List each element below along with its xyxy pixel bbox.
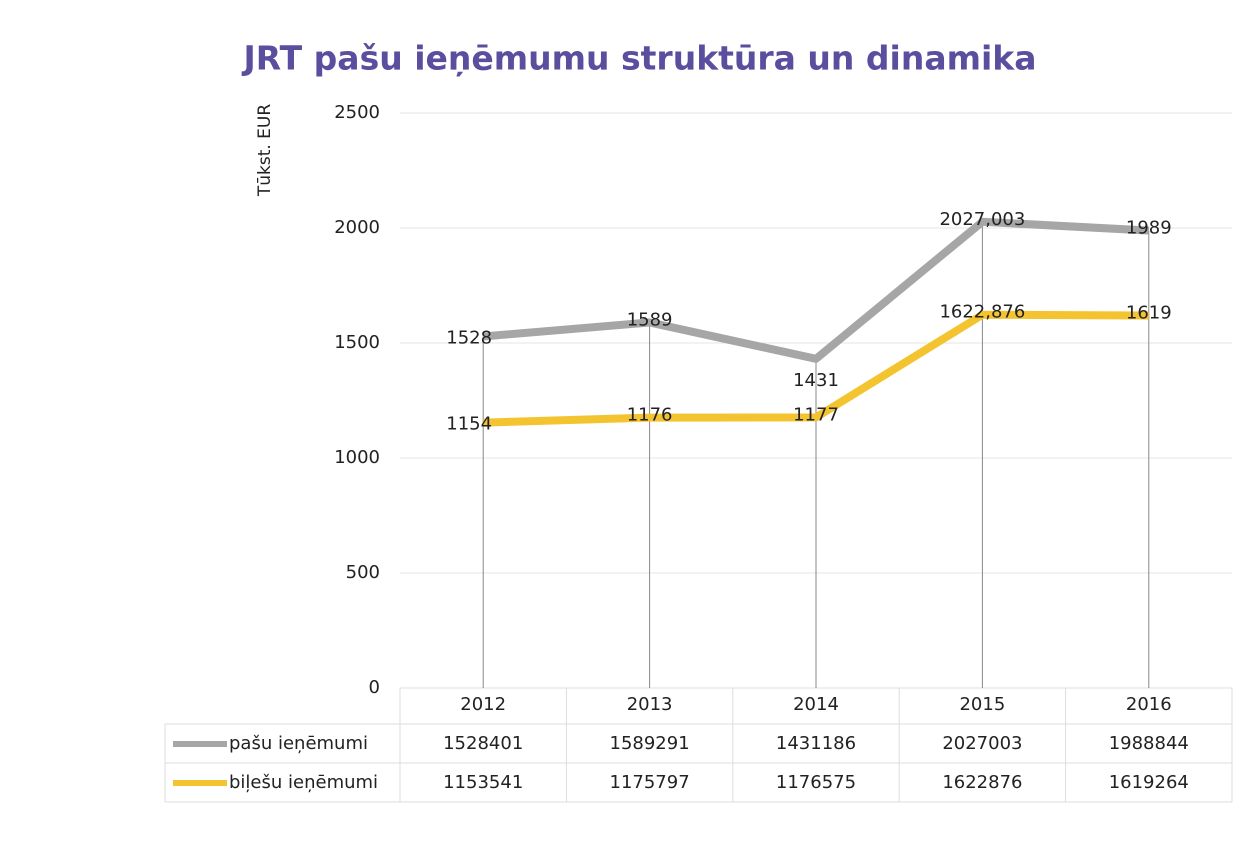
data-label: 1989 bbox=[1126, 218, 1172, 239]
table-cell: 2027003 bbox=[942, 733, 1022, 754]
data-label: 1622,876 bbox=[939, 302, 1025, 323]
table-cell: 1622876 bbox=[942, 772, 1022, 793]
y-axis-label: Tūkst. EUR bbox=[255, 104, 275, 198]
series-line bbox=[483, 310, 1149, 427]
table-cell: 1988844 bbox=[1109, 733, 1189, 754]
y-tick-label: 1000 bbox=[334, 447, 380, 468]
y-tick-label: 500 bbox=[346, 562, 380, 583]
table-cell: 1175797 bbox=[610, 772, 690, 793]
series-line bbox=[482, 217, 1150, 363]
data-label: 1154 bbox=[446, 414, 492, 435]
data-label: 1177 bbox=[793, 404, 839, 425]
table-cell: 1619264 bbox=[1109, 772, 1189, 793]
y-tick-label: 2000 bbox=[334, 217, 380, 238]
y-tick-label: 0 bbox=[369, 677, 380, 698]
data-label: 1589 bbox=[627, 309, 673, 330]
x-tick-label: 2016 bbox=[1126, 694, 1172, 715]
data-label: 1528 bbox=[446, 327, 492, 348]
table-cell: 1528401 bbox=[443, 733, 523, 754]
x-tick-label: 2015 bbox=[959, 694, 1005, 715]
table-cell: 1431186 bbox=[776, 733, 856, 754]
table-cell: 1176575 bbox=[776, 772, 856, 793]
x-tick-label: 2014 bbox=[793, 694, 839, 715]
data-label: 2027,003 bbox=[939, 209, 1025, 230]
chart-title: JRT pašu ieņēmumu struktūra un dinamika bbox=[241, 39, 1036, 78]
legend-label: biļešu ieņēmumi bbox=[229, 772, 378, 793]
y-tick-label: 1500 bbox=[334, 332, 380, 353]
table-cell: 1589291 bbox=[610, 733, 690, 754]
data-label: 1431 bbox=[793, 370, 839, 391]
data-label: 1619 bbox=[1126, 303, 1172, 324]
y-tick-label: 2500 bbox=[334, 102, 380, 123]
x-tick-label: 2013 bbox=[627, 694, 673, 715]
x-tick-label: 2012 bbox=[460, 694, 506, 715]
data-label: 1176 bbox=[627, 405, 673, 426]
legend-label: pašu ieņēmumi bbox=[229, 733, 368, 754]
table-cell: 1153541 bbox=[443, 772, 523, 793]
